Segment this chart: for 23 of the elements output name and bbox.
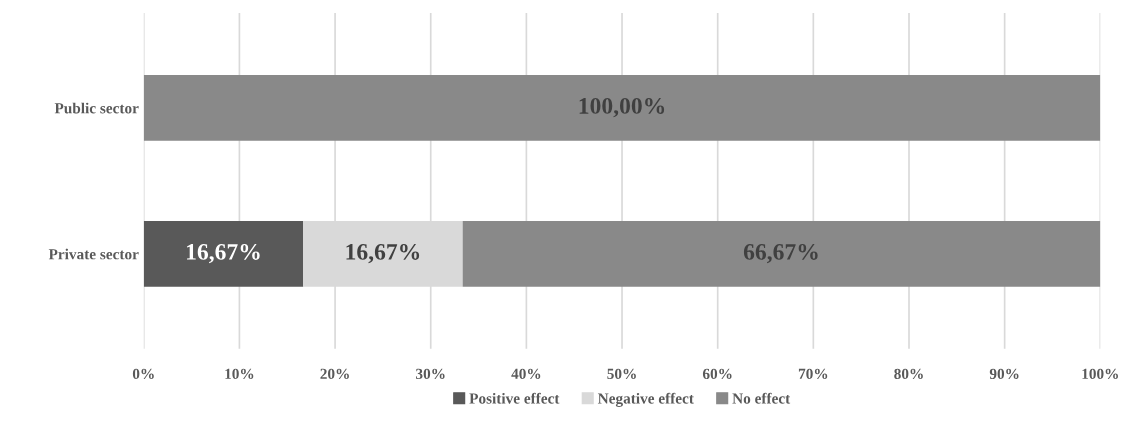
y-tick-label: Private sector xyxy=(48,248,139,260)
bar xyxy=(462,221,1101,287)
data-label: 16,67% xyxy=(346,243,420,264)
x-tick-label: 70% xyxy=(798,368,828,380)
x-tick-label: 30% xyxy=(416,368,445,380)
bar xyxy=(143,75,1101,141)
legend-label: No effect xyxy=(732,392,791,404)
legend-label: Positive effect xyxy=(469,392,560,404)
x-tick-label: 80% xyxy=(894,368,923,380)
x-tick-label: 50% xyxy=(607,368,636,380)
x-tick-label: 40% xyxy=(511,368,541,380)
data-label: 100,00% xyxy=(579,97,665,118)
data-label: 16,67% xyxy=(187,243,260,264)
x-tick-label: 90% xyxy=(989,368,1019,380)
x-tick-label: 0% xyxy=(132,368,154,380)
y-tick-label: Public sector xyxy=(54,102,139,114)
bar xyxy=(143,221,304,287)
x-tick-label: 100% xyxy=(1082,368,1118,380)
data-label: 66,67% xyxy=(743,243,818,264)
x-tick-label: 20% xyxy=(320,368,349,380)
x-tick-label: 60% xyxy=(702,368,732,380)
legend-label: Negative effect xyxy=(597,392,694,407)
x-tick-label: 10% xyxy=(225,368,254,380)
